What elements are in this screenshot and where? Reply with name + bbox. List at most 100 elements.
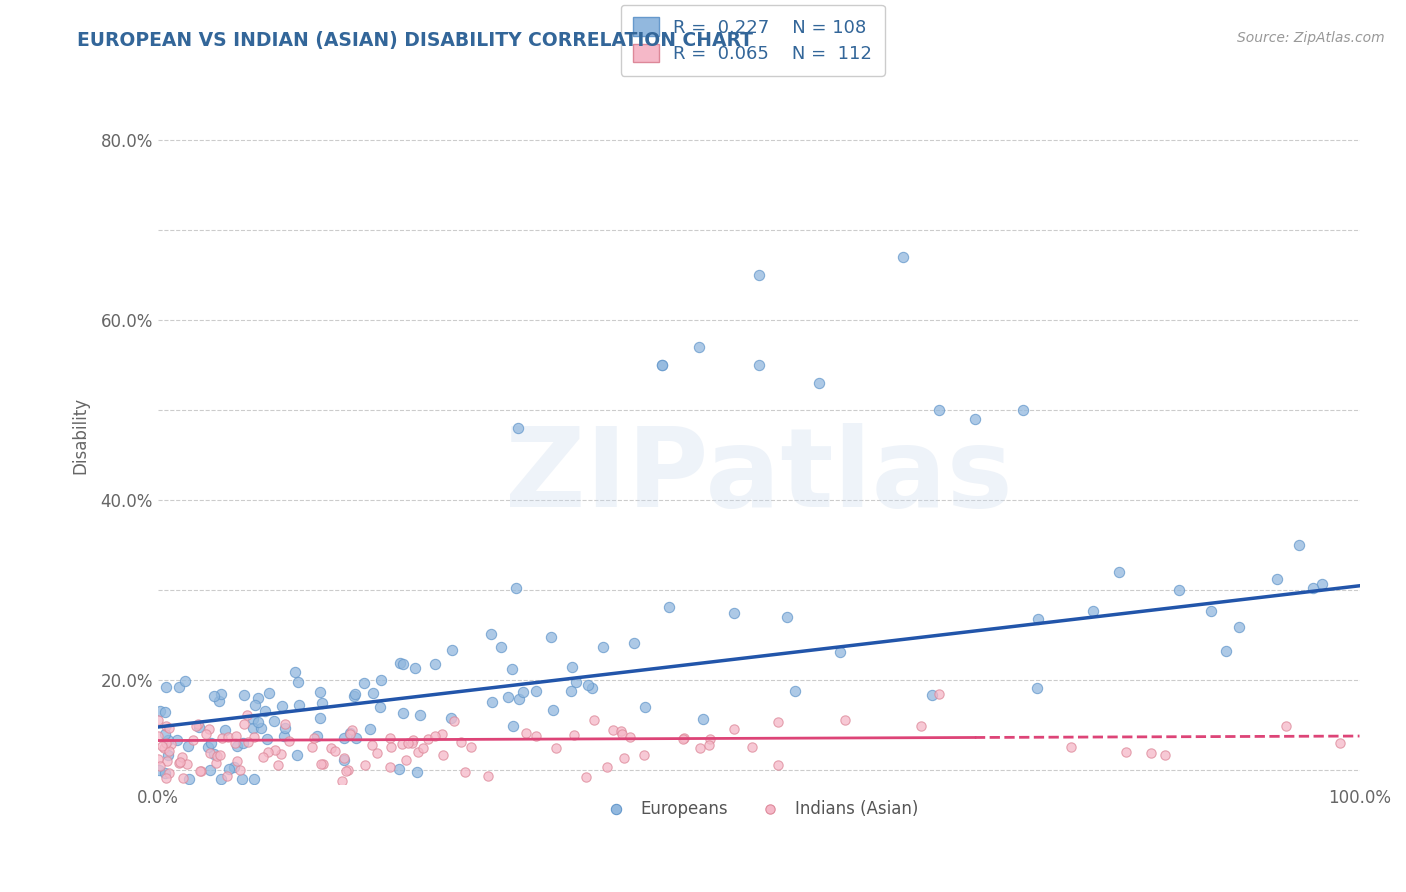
Point [651, 359, 673, 373]
Point [340, 723, 363, 737]
Point [672, 731, 695, 745]
Y-axis label: Disability: Disability [72, 396, 89, 474]
Point [224, 736, 246, 750]
Point [651, 359, 673, 373]
Point [343, 687, 366, 701]
Point [423, 729, 446, 743]
Point [198, 722, 221, 736]
Point [263, 714, 285, 728]
Point [242, 772, 264, 787]
Point [613, 751, 636, 765]
Point [391, 706, 413, 721]
Point [256, 732, 278, 747]
Point [330, 774, 353, 789]
Point [560, 684, 582, 698]
Point [169, 680, 191, 694]
Point [388, 762, 411, 776]
Point [963, 412, 986, 426]
Point [1108, 566, 1130, 580]
Point [699, 738, 721, 752]
Point [309, 756, 332, 771]
Point [333, 731, 356, 745]
Point [308, 685, 330, 699]
Point [153, 740, 176, 755]
Point [246, 690, 269, 705]
Point [658, 599, 681, 614]
Point [575, 770, 598, 784]
Point [153, 766, 176, 780]
Point [160, 738, 183, 752]
Point [432, 727, 454, 741]
Point [491, 640, 513, 654]
Point [388, 656, 411, 670]
Point [243, 730, 266, 744]
Point [187, 717, 209, 731]
Point [425, 657, 447, 671]
Point [1012, 403, 1035, 417]
Text: Source: ZipAtlas.com: Source: ZipAtlas.com [1237, 31, 1385, 45]
Point [508, 421, 530, 435]
Point [1215, 644, 1237, 658]
Point [153, 727, 176, 741]
Point [200, 736, 222, 750]
Point [582, 713, 605, 727]
Point [378, 760, 401, 774]
Point [277, 734, 299, 748]
Point [723, 606, 745, 620]
Point [274, 717, 297, 731]
Point [692, 712, 714, 726]
Point [406, 745, 429, 759]
Point [169, 755, 191, 769]
Point [672, 732, 695, 747]
Point [370, 673, 392, 687]
Point [1026, 612, 1049, 626]
Point [188, 720, 211, 734]
Point [460, 739, 482, 754]
Point [211, 731, 233, 745]
Point [307, 729, 329, 743]
Point [242, 721, 264, 735]
Point [232, 688, 254, 702]
Point [155, 736, 177, 750]
Point [540, 630, 562, 644]
Point [197, 740, 219, 755]
Point [409, 708, 432, 723]
Point [524, 683, 547, 698]
Point [576, 678, 599, 692]
Point [339, 726, 361, 740]
Point [232, 736, 254, 750]
Point [198, 747, 221, 761]
Point [155, 719, 177, 733]
Point [592, 640, 614, 655]
Point [273, 729, 295, 743]
Point [157, 765, 180, 780]
Point [184, 719, 207, 733]
Point [323, 744, 346, 758]
Point [353, 676, 375, 690]
Point [274, 721, 297, 735]
Point [312, 756, 335, 771]
Point [287, 698, 309, 713]
Point [225, 729, 247, 743]
Point [928, 687, 950, 701]
Point [1288, 538, 1310, 552]
Point [156, 754, 179, 768]
Point [285, 747, 308, 762]
Point [404, 661, 426, 675]
Point [194, 727, 217, 741]
Point [443, 714, 465, 728]
Text: EUROPEAN VS INDIAN (ASIAN) DISABILITY CORRELATION CHART: EUROPEAN VS INDIAN (ASIAN) DISABILITY CO… [77, 31, 754, 50]
Point [335, 764, 357, 778]
Point [190, 764, 212, 779]
Point [360, 738, 382, 752]
Point [623, 636, 645, 650]
Point [217, 730, 239, 744]
Point [150, 739, 173, 753]
Point [612, 727, 634, 741]
Point [401, 736, 423, 750]
Point [776, 609, 799, 624]
Point [1025, 681, 1047, 695]
Point [173, 673, 195, 688]
Point [508, 692, 530, 706]
Point [148, 763, 170, 777]
